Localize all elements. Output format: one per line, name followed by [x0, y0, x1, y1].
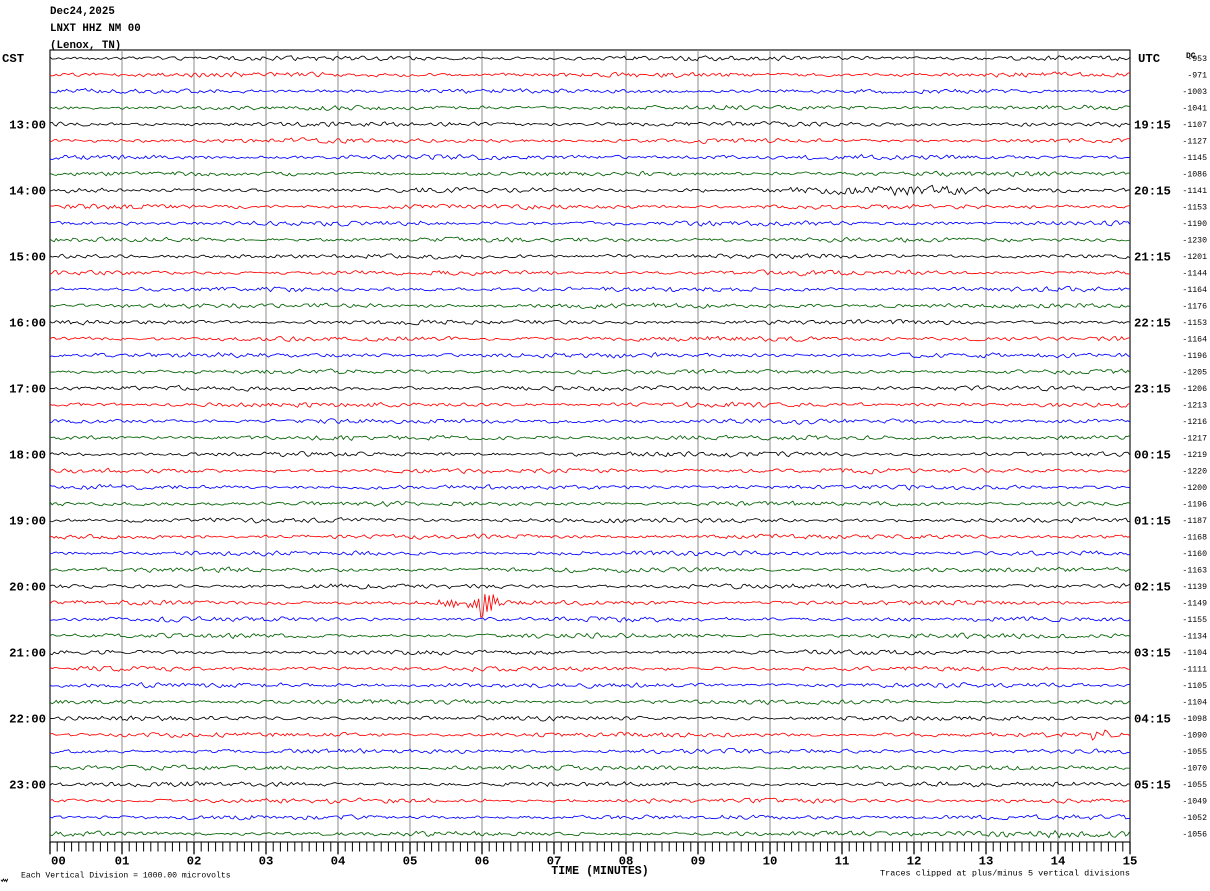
svg-text:-1196: -1196 [1182, 352, 1207, 361]
svg-text:-1145: -1145 [1182, 154, 1207, 163]
svg-text:-1104: -1104 [1182, 699, 1207, 708]
svg-text:-1168: -1168 [1182, 534, 1207, 543]
svg-text:01:15: 01:15 [1134, 515, 1171, 529]
svg-text:15:00: 15:00 [9, 251, 46, 265]
svg-text:-1134: -1134 [1182, 633, 1207, 642]
svg-text:04: 04 [331, 855, 346, 869]
svg-text:-1196: -1196 [1182, 501, 1207, 510]
svg-text:22:15: 22:15 [1134, 317, 1171, 331]
svg-text:13:00: 13:00 [9, 119, 46, 133]
svg-text:-1070: -1070 [1182, 765, 1207, 774]
svg-text:03:15: 03:15 [1134, 647, 1171, 661]
svg-text:21:15: 21:15 [1134, 251, 1171, 265]
svg-text:17:00: 17:00 [9, 383, 46, 397]
svg-text:02:15: 02:15 [1134, 581, 1171, 595]
svg-text:06: 06 [475, 855, 490, 869]
svg-text:-1153: -1153 [1182, 204, 1207, 213]
svg-text:-1149: -1149 [1182, 600, 1207, 609]
svg-text:-1164: -1164 [1182, 336, 1207, 345]
svg-text:-1160: -1160 [1182, 550, 1207, 559]
svg-text:15: 15 [1123, 855, 1138, 869]
svg-text:09: 09 [691, 855, 706, 869]
svg-text:-1111: -1111 [1182, 666, 1207, 675]
svg-text:-1104: -1104 [1182, 649, 1207, 658]
svg-text:-1216: -1216 [1182, 418, 1207, 427]
svg-text:-1056: -1056 [1182, 831, 1207, 840]
svg-text:-1190: -1190 [1182, 220, 1207, 229]
svg-text:-1090: -1090 [1182, 732, 1207, 741]
svg-text:00:15: 00:15 [1134, 449, 1171, 463]
svg-text:00: 00 [51, 855, 66, 869]
svg-text:Traces clipped at plus/minus 5: Traces clipped at plus/minus 5 vertical … [880, 869, 1130, 879]
svg-text:02: 02 [187, 855, 202, 869]
svg-text:-1217: -1217 [1182, 435, 1207, 444]
svg-text:22:00: 22:00 [9, 713, 46, 727]
svg-text:-1206: -1206 [1182, 385, 1207, 394]
svg-text:-1164: -1164 [1182, 286, 1207, 295]
svg-text:-1086: -1086 [1182, 171, 1207, 180]
svg-text:LNXT HHZ NM 00: LNXT HHZ NM 00 [50, 23, 141, 35]
svg-text:-1201: -1201 [1182, 253, 1207, 262]
svg-text:04:15: 04:15 [1134, 713, 1171, 727]
svg-text:20:00: 20:00 [9, 581, 46, 595]
svg-text:-1219: -1219 [1182, 451, 1207, 460]
svg-text:Dec24,2025: Dec24,2025 [50, 6, 115, 18]
svg-text:-1200: -1200 [1182, 484, 1207, 493]
svg-text:-1003: -1003 [1182, 88, 1207, 97]
svg-text:-1220: -1220 [1182, 468, 1207, 477]
svg-text:11: 11 [835, 855, 850, 869]
svg-text:-1105: -1105 [1182, 682, 1207, 691]
svg-text:-1141: -1141 [1182, 187, 1207, 196]
svg-text:-1176: -1176 [1182, 303, 1207, 312]
svg-text:05: 05 [403, 855, 418, 869]
svg-text:CST: CST [2, 52, 25, 66]
svg-text:21:00: 21:00 [9, 647, 46, 661]
svg-text:13: 13 [979, 855, 994, 869]
svg-text:20:15: 20:15 [1134, 185, 1171, 199]
svg-text:18:00: 18:00 [9, 449, 46, 463]
svg-text:-953: -953 [1187, 55, 1207, 64]
svg-text:12: 12 [907, 855, 922, 869]
svg-text:-1055: -1055 [1182, 781, 1207, 790]
svg-text:-1098: -1098 [1182, 715, 1207, 724]
svg-text:-1055: -1055 [1182, 748, 1207, 757]
svg-text:UTC: UTC [1138, 52, 1161, 66]
svg-text:23:00: 23:00 [9, 779, 46, 793]
svg-text:-1163: -1163 [1182, 567, 1207, 576]
svg-text:23:15: 23:15 [1134, 383, 1171, 397]
svg-text:01: 01 [115, 855, 130, 869]
svg-text:03: 03 [259, 855, 274, 869]
svg-text:-1127: -1127 [1182, 138, 1207, 147]
svg-text:-1049: -1049 [1182, 798, 1207, 807]
svg-text:14: 14 [1051, 855, 1066, 869]
svg-text:-1205: -1205 [1182, 369, 1207, 378]
svg-text:-1153: -1153 [1182, 319, 1207, 328]
svg-text:-1155: -1155 [1182, 616, 1207, 625]
svg-text:16:00: 16:00 [9, 317, 46, 331]
svg-text:TIME (MINUTES): TIME (MINUTES) [551, 865, 648, 878]
svg-text:-1187: -1187 [1182, 517, 1207, 526]
svg-text:-971: -971 [1187, 72, 1207, 81]
svg-text:-1144: -1144 [1182, 270, 1207, 279]
svg-text:14:00: 14:00 [9, 185, 46, 199]
svg-text:05:15: 05:15 [1134, 779, 1171, 793]
svg-text:19:00: 19:00 [9, 515, 46, 529]
svg-text:19:15: 19:15 [1134, 119, 1171, 133]
svg-text:-1139: -1139 [1182, 583, 1207, 592]
svg-text:Each Vertical Division = 1000.: Each Vertical Division = 1000.00 microvo… [21, 871, 231, 881]
svg-text:-1052: -1052 [1182, 814, 1207, 823]
svg-text:-1230: -1230 [1182, 237, 1207, 246]
svg-text:-1107: -1107 [1182, 121, 1207, 130]
svg-text:-1041: -1041 [1182, 105, 1207, 114]
svg-text:10: 10 [763, 855, 778, 869]
svg-text:-1213: -1213 [1182, 402, 1207, 411]
